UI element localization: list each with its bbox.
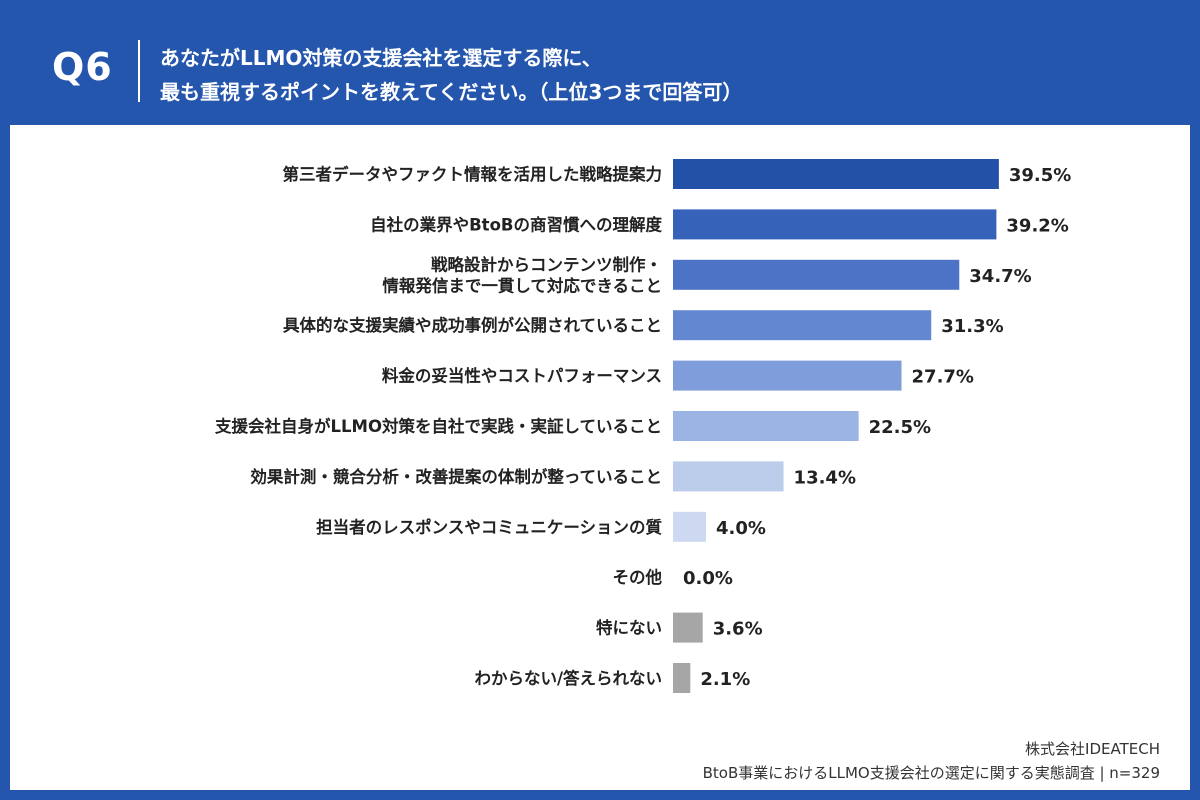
question-header: Q6 あなたがLLMO対策の支援会社を選定する際に、 最も重視するポイントを教え… <box>0 0 1200 125</box>
category-label: 効果計測・競合分析・改善提案の体制が整っていること <box>250 466 662 486</box>
bar <box>673 511 706 542</box>
header-divider <box>138 40 140 102</box>
company-credit: 株式会社IDEATECH <box>1025 740 1160 758</box>
category-label: 特にない <box>596 618 662 638</box>
category-label: 情報発信まで一貫して対応できること <box>382 275 662 295</box>
data-label: 39.2% <box>1006 215 1068 236</box>
bar <box>673 209 997 240</box>
data-label: 2.1% <box>700 669 750 690</box>
data-label: 31.3% <box>941 316 1003 337</box>
category-label: 支援会社自身がLLMO対策を自社で実践・実証していること <box>215 416 662 436</box>
bar <box>673 310 932 341</box>
bar <box>673 259 960 290</box>
bar <box>673 461 784 492</box>
category-label: 戦略設計からコンテンツ制作・ <box>431 254 662 274</box>
category-label: 担当者のレスポンスやコミュニケーションの質 <box>316 517 662 537</box>
survey-source: BtoB事業におけるLLMO支援会社の選定に関する実態調査 | n=329 <box>702 764 1160 782</box>
category-label: その他 <box>613 567 663 587</box>
bar <box>673 411 859 441</box>
data-label: 4.0% <box>716 518 766 539</box>
question-title-line-2: 最も重視するポイントを教えてください。（上位3つまで回答可） <box>160 80 743 104</box>
data-label: 34.7% <box>969 266 1031 287</box>
bar-chart: 第三者データやファクト情報を活用した戦略提案力 39.5% 自社の業界やBtoBの商… <box>215 159 1071 693</box>
data-label: 27.7% <box>912 367 974 388</box>
data-label: 13.4% <box>794 467 856 488</box>
category-label: わからない/答えられない <box>474 668 662 688</box>
bar <box>673 360 902 391</box>
bar <box>673 159 999 189</box>
category-label: 第三者データやファクト情報を活用した戦略提案力 <box>283 164 663 184</box>
category-label: 自社の業界やBtoBの商習慣への理解度 <box>370 214 662 234</box>
data-label: 39.5% <box>1009 165 1071 186</box>
bar <box>673 663 691 693</box>
data-label: 22.5% <box>869 417 931 438</box>
data-label: 0.0% <box>683 568 733 589</box>
chart-panel: 第三者データやファクト情報を活用した戦略提案力 39.5% 自社の業界やBtoBの商… <box>10 125 1190 790</box>
question-number: Q6 <box>52 45 113 89</box>
bar <box>673 612 703 643</box>
data-label: 3.6% <box>713 619 763 640</box>
category-label: 具体的な支援実績や成功事例が公開されていること <box>283 315 662 335</box>
question-title-line-1: あなたがLLMO対策の支援会社を選定する際に、 <box>160 46 602 70</box>
category-label: 料金の妥当性やコストパフォーマンス <box>382 366 662 386</box>
